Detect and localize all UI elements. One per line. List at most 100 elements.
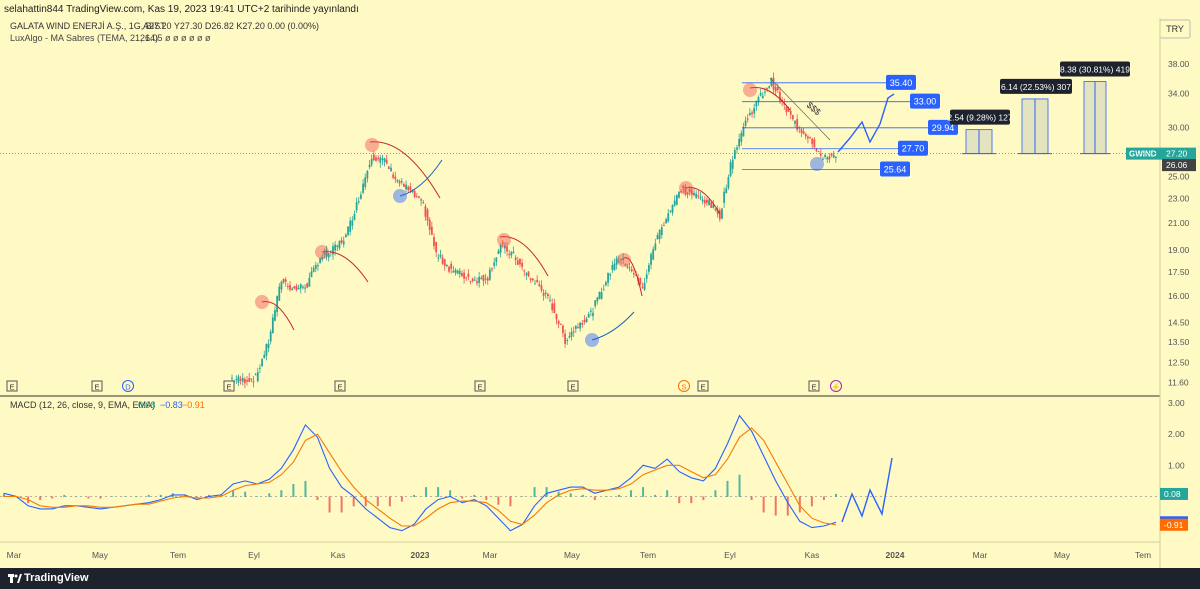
macd-histogram-bar — [388, 496, 391, 507]
macd-value-badge — [1160, 487, 1188, 500]
macd-histogram-bar — [51, 496, 54, 499]
candle-body — [598, 291, 601, 300]
candle-body — [344, 234, 347, 237]
candle-body — [776, 87, 779, 90]
event-marker[interactable] — [830, 380, 842, 392]
event-marker-label: S — [681, 383, 686, 392]
sell-signal-dot — [679, 181, 693, 195]
candle-body — [368, 164, 371, 168]
candle-body — [314, 264, 317, 269]
event-marker[interactable] — [697, 380, 709, 392]
price-axis[interactable]: 38.0034.0030.0027.0025.0023.0021.0019.00… — [1126, 59, 1196, 531]
event-marker-label: ⚡ — [831, 383, 840, 392]
event-marker[interactable] — [334, 380, 346, 392]
candle-body — [609, 274, 612, 276]
time-axis[interactable]: Mar May Tem Eyl Kas 2023 Mar May Tem Eyl Kas 2024 Ma… — [7, 550, 1151, 560]
candle-body — [461, 273, 463, 277]
candle-body — [811, 138, 814, 145]
event-marker-label: E — [477, 383, 482, 392]
candle-body — [727, 177, 730, 188]
macd-histogram-bar — [364, 496, 367, 507]
candle-body — [456, 270, 459, 274]
candle-body — [665, 219, 667, 224]
candle-body — [796, 118, 799, 130]
trend-line — [769, 77, 831, 141]
candle-body — [643, 282, 646, 290]
candle-body — [403, 184, 405, 187]
candle-body — [392, 174, 395, 178]
event-marker[interactable] — [122, 380, 134, 392]
candle-body — [482, 275, 485, 281]
macd-histogram-bar — [630, 490, 633, 497]
candle-body — [486, 278, 489, 281]
candle-body — [572, 331, 575, 333]
candle-body — [716, 209, 719, 214]
event-marker[interactable] — [91, 380, 103, 392]
candle-body — [581, 322, 584, 325]
candle-body — [701, 199, 704, 202]
candle-body — [523, 270, 526, 272]
event-marker-label: E — [226, 383, 231, 392]
event-marker[interactable] — [474, 380, 486, 392]
target-label: 35.40 — [890, 78, 913, 88]
macd-line — [3, 414, 837, 532]
candle-body — [246, 379, 248, 382]
chart-canvas[interactable]: GALATA WIND ENERJİ A.Ş., 1G, BIST A27.20… — [0, 0, 1200, 568]
measure-badge — [1000, 78, 1072, 94]
macd-histogram-bar — [352, 496, 355, 507]
target-badge[interactable] — [910, 93, 940, 109]
candle-body — [684, 186, 687, 194]
last-price-badge — [1162, 147, 1196, 160]
candle-body — [302, 286, 304, 288]
candle-body — [736, 147, 738, 150]
candle-body — [465, 277, 468, 279]
event-marker[interactable] — [6, 380, 18, 392]
target-badge[interactable] — [880, 161, 910, 177]
candle-body — [441, 257, 444, 264]
ma-sabre-arc — [369, 141, 441, 199]
event-marker[interactable] — [223, 380, 235, 392]
macd-histogram-bar — [593, 496, 596, 501]
candle-body — [624, 264, 627, 266]
macd-value-label: 0.08 — [1164, 489, 1181, 499]
candle-body — [334, 244, 337, 251]
target-badge[interactable] — [898, 140, 928, 156]
event-marker-label: E — [570, 383, 575, 392]
candle-body — [761, 95, 764, 99]
candle-body — [693, 192, 695, 196]
candle-body — [422, 202, 425, 204]
macd-title: MACD (12, 26, close, 9, EMA, EMA) — [10, 400, 155, 410]
macd-plot[interactable] — [0, 414, 1160, 532]
candle-body — [589, 310, 592, 312]
candle-body — [585, 318, 588, 323]
event-marker[interactable] — [567, 380, 579, 392]
macd-histogram-bar — [75, 496, 78, 497]
time-tick-label: 2024 — [886, 550, 905, 560]
candle-body — [377, 157, 380, 160]
candle-body — [764, 91, 766, 93]
candle-body — [430, 226, 433, 235]
candle-body — [448, 266, 450, 272]
event-marker[interactable] — [808, 380, 820, 392]
macd-histogram-bar — [762, 496, 765, 513]
candle-body — [437, 257, 440, 259]
event-marker[interactable] — [678, 380, 690, 392]
candle-body — [546, 294, 549, 296]
symbol-label: GWIND — [1129, 150, 1157, 159]
candle-body — [340, 239, 343, 243]
candle-body — [813, 139, 816, 148]
candle-body — [381, 158, 384, 161]
target-badge[interactable] — [886, 74, 916, 90]
event-marker-label: D — [125, 383, 131, 392]
candle-body — [379, 157, 382, 163]
candle-body — [751, 112, 753, 115]
candle-body — [276, 296, 279, 313]
candle-body — [357, 201, 360, 203]
ma-sabre-arc — [685, 187, 721, 215]
candle-body — [534, 283, 536, 285]
target-label: 27.70 — [902, 144, 925, 154]
event-marker-label: E — [811, 383, 816, 392]
macd-histogram-bar — [822, 496, 825, 501]
